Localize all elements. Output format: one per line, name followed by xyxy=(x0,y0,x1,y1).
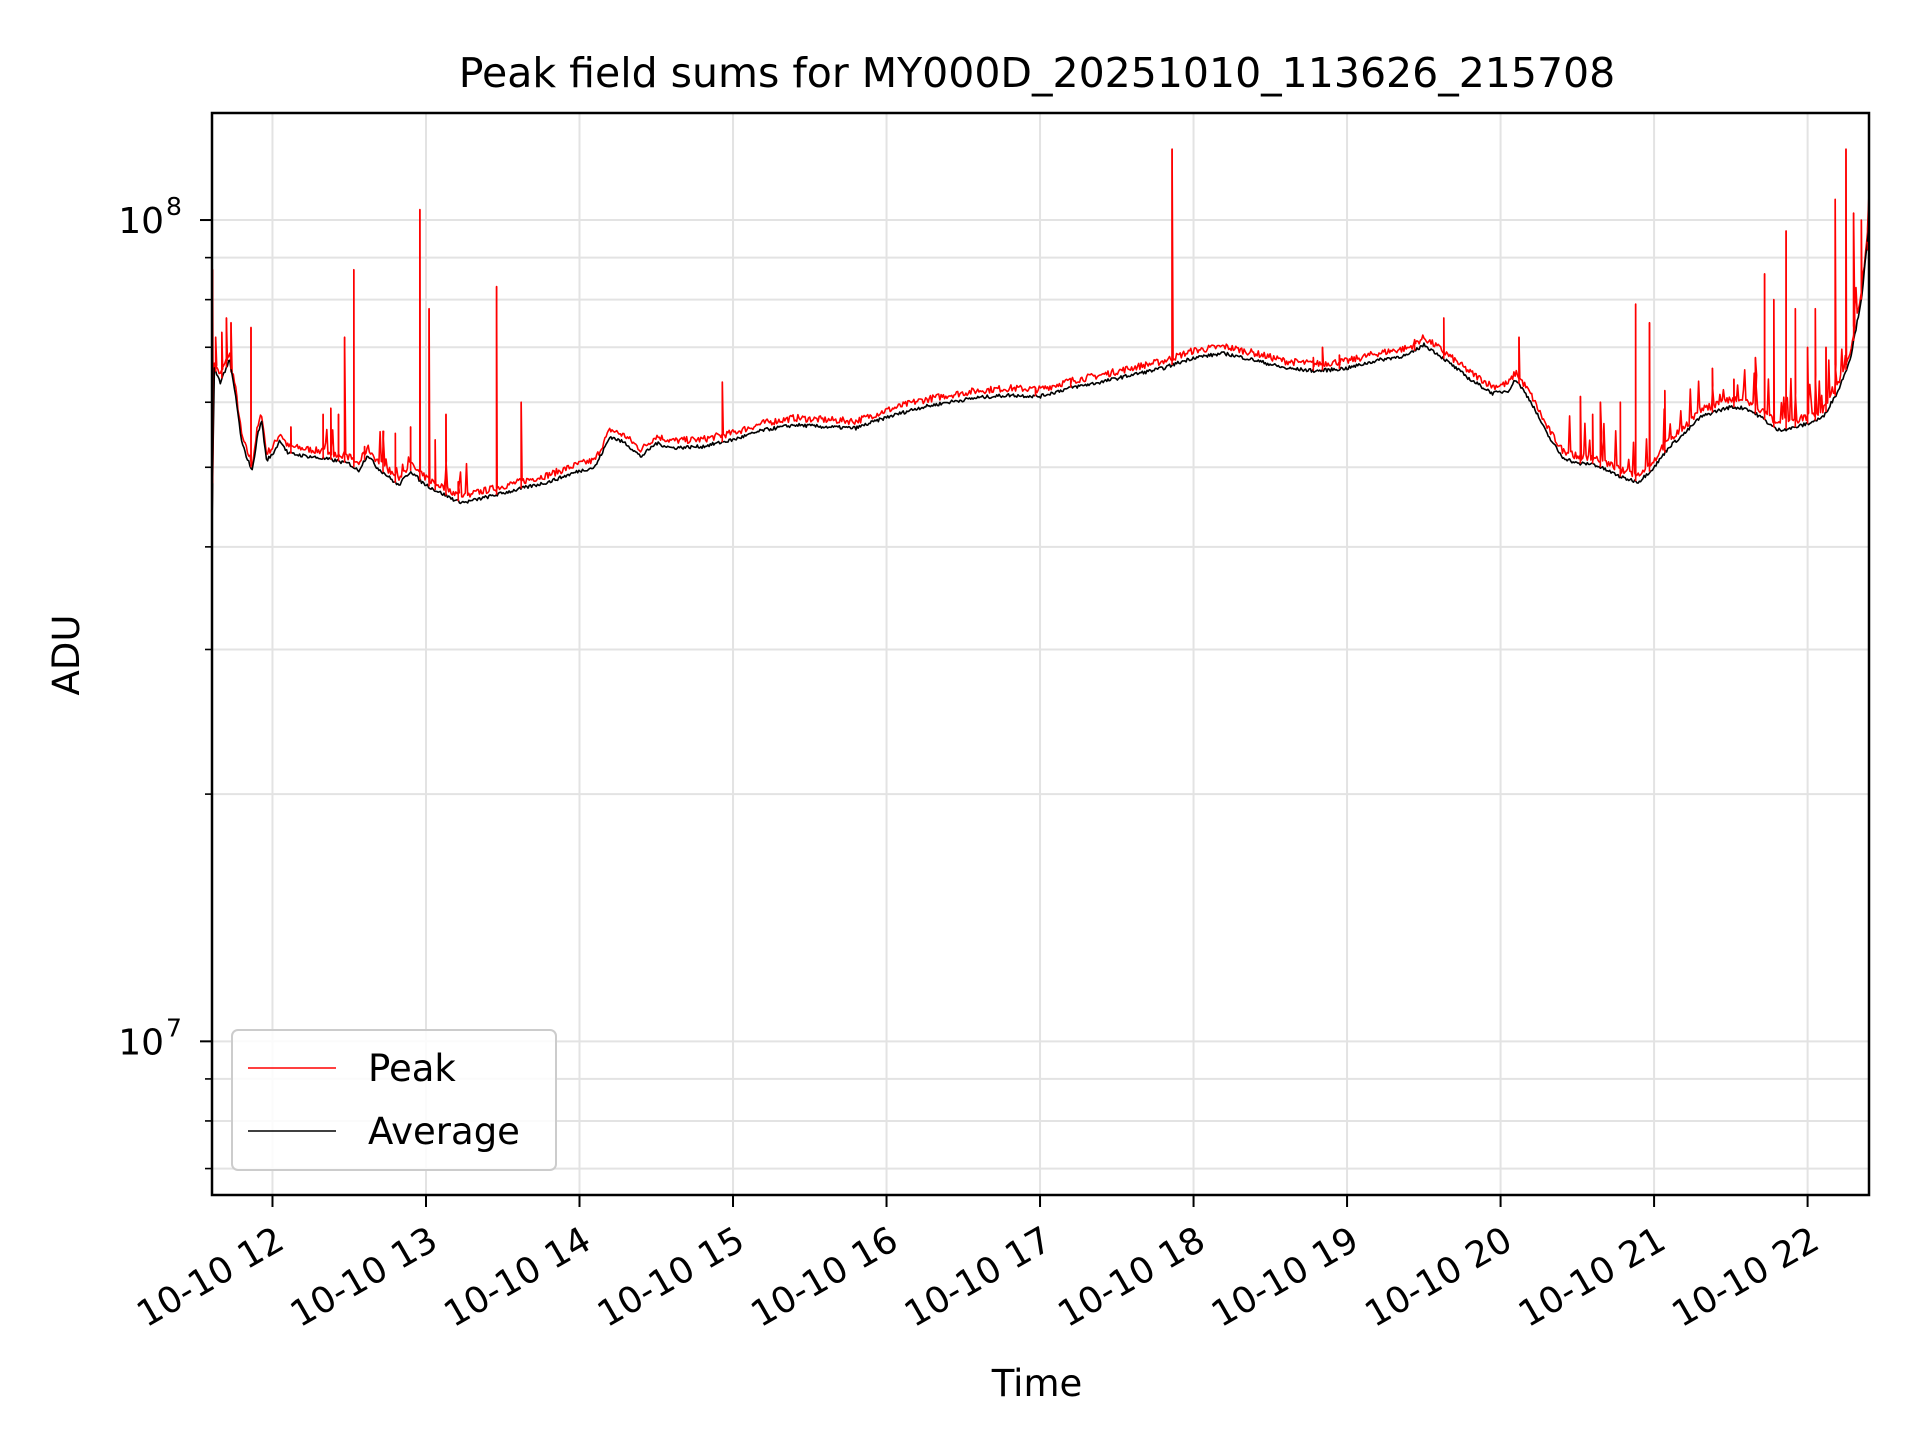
x-tick-label: 10-10 14 xyxy=(437,1219,598,1335)
x-tick-label: 10-10 21 xyxy=(1512,1219,1673,1335)
legend-box xyxy=(231,1029,557,1171)
x-axis-label: Time xyxy=(991,1362,1083,1405)
y-tick-label: 10 xyxy=(118,1022,164,1063)
x-tick-label: 10-10 20 xyxy=(1358,1219,1519,1335)
x-tick-label: 10-10 18 xyxy=(1051,1219,1212,1335)
legend-average-label: Average xyxy=(368,1110,520,1153)
y-tick-label: 10 xyxy=(118,201,164,242)
series-peak-line xyxy=(211,148,1870,526)
x-tick-label: 10-10 17 xyxy=(898,1219,1059,1335)
chart-title: Peak field sums for MY000D_20251010_1136… xyxy=(459,49,1615,97)
y-tick-exponent: 7 xyxy=(166,1013,182,1042)
y-tick-exponent: 8 xyxy=(166,192,182,221)
legend-peak-label: Peak xyxy=(368,1047,456,1090)
x-tick-label: 10-10 13 xyxy=(284,1219,445,1335)
plot-series xyxy=(211,148,1870,530)
y-axis-label: ADU xyxy=(45,615,88,696)
x-tick-label: 10-10 19 xyxy=(1205,1219,1366,1335)
x-tick-label: 10-10 22 xyxy=(1665,1219,1826,1335)
x-tick-label: 10-10 16 xyxy=(744,1219,905,1335)
x-tick-label: 10-10 12 xyxy=(130,1219,291,1335)
legend: Peak Average xyxy=(231,1029,557,1171)
x-tick-label: 10-10 15 xyxy=(591,1219,752,1335)
